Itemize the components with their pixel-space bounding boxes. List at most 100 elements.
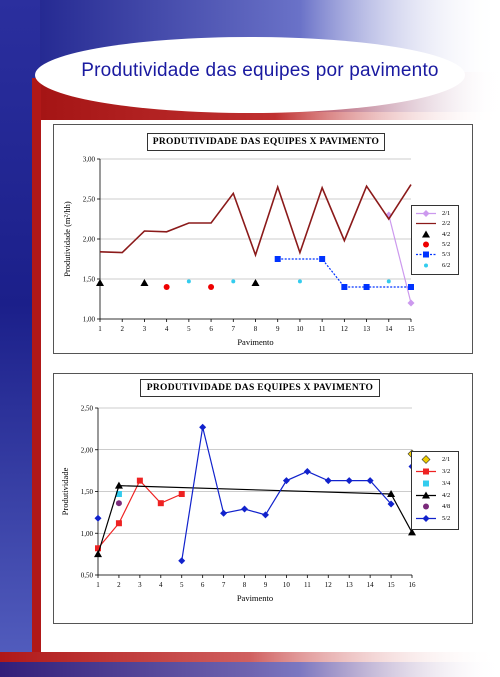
legend-item: 5/2 bbox=[412, 514, 458, 524]
y-tick-label: 2,50 bbox=[81, 405, 94, 413]
x-tick-label: 1 bbox=[96, 581, 100, 589]
legend-marker bbox=[423, 503, 429, 510]
legend-marker bbox=[423, 468, 429, 475]
legend-marker bbox=[423, 251, 429, 258]
data-point-3-2 bbox=[136, 477, 143, 484]
x-tick-label: 2 bbox=[120, 325, 124, 333]
legend-marker bbox=[422, 491, 430, 498]
legend-label: 4/8 bbox=[442, 503, 451, 511]
chart-top-legend: 2/1 2/2 4/2 5/2 5/3 6/2 bbox=[411, 205, 459, 275]
data-point-3-2 bbox=[157, 500, 164, 507]
data-point-3-2 bbox=[95, 545, 101, 552]
y-tick-label: 1,00 bbox=[81, 530, 94, 538]
x-tick-label: 16 bbox=[409, 581, 417, 589]
legend-label: 5/3 bbox=[442, 251, 451, 259]
legend-label: 3/4 bbox=[442, 479, 451, 487]
data-point-2-1 bbox=[407, 299, 415, 307]
legend-item: 6/2 bbox=[412, 261, 458, 271]
title-ellipse bbox=[35, 37, 465, 113]
x-tick-label: 10 bbox=[283, 581, 291, 589]
data-point-4-2 bbox=[408, 528, 416, 536]
legend-swatch bbox=[423, 480, 429, 487]
x-tick-label: 13 bbox=[346, 581, 354, 589]
x-tick-label: 10 bbox=[296, 325, 304, 333]
data-point-5-2 bbox=[208, 284, 215, 290]
x-tick-label: 8 bbox=[243, 581, 247, 589]
y-tick-label: 3,00 bbox=[83, 156, 96, 164]
data-point-5-2 bbox=[282, 477, 290, 485]
data-point-3-2 bbox=[178, 491, 185, 498]
legend-swatch bbox=[416, 515, 436, 523]
data-point-3-2 bbox=[115, 520, 122, 527]
x-tick-label: 9 bbox=[264, 581, 268, 589]
data-point-6-2 bbox=[386, 279, 391, 284]
x-tick-label: 6 bbox=[201, 581, 205, 589]
legend-item: 5/2 bbox=[412, 240, 458, 250]
legend-swatch bbox=[416, 491, 436, 498]
legend-marker bbox=[421, 455, 431, 464]
chart-bottom-legend: 2/1 3/2 3/4 4/2 4/8 5/2 bbox=[411, 451, 459, 530]
legend-swatch bbox=[423, 503, 429, 510]
y-tick-label: 2,50 bbox=[83, 196, 96, 204]
legend-marker bbox=[424, 263, 428, 268]
chart-panel-bottom: 0,50 1,00 1,50 2,00 2,50 1 2 3 4 5 6 7 8 9 10 11 12 13 14 1… bbox=[53, 373, 473, 624]
legend-marker bbox=[422, 515, 430, 523]
legend-item: 4/8 bbox=[412, 502, 458, 512]
x-tick-label: 3 bbox=[143, 325, 147, 333]
data-point-5-2 bbox=[366, 477, 374, 485]
data-point-5-2 bbox=[199, 423, 207, 431]
x-tick-label: 4 bbox=[165, 325, 169, 333]
x-tick-label: 15 bbox=[408, 325, 416, 333]
legend-label: 6/2 bbox=[442, 261, 451, 269]
legend-item: 5/3 bbox=[412, 250, 458, 260]
data-point-5-2 bbox=[178, 557, 186, 565]
x-tick-label: 12 bbox=[341, 325, 349, 333]
legend-swatch bbox=[423, 241, 429, 248]
data-point-5-3 bbox=[341, 284, 348, 290]
legend-marker bbox=[423, 480, 429, 487]
bottom-blue bbox=[0, 662, 500, 677]
y-tick-label: 0,50 bbox=[81, 572, 94, 580]
legend-marker bbox=[422, 230, 430, 238]
y-tick-label: 1,50 bbox=[81, 488, 94, 496]
data-point-5-3 bbox=[274, 256, 281, 262]
data-point-5-2 bbox=[241, 505, 249, 513]
legend-label: 4/2 bbox=[442, 491, 451, 499]
data-point-5-2 bbox=[324, 477, 332, 485]
x-tick-label: 11 bbox=[319, 325, 326, 333]
series-line-5-2 bbox=[181, 427, 392, 561]
data-point-5-2 bbox=[94, 514, 102, 522]
data-point-5-3 bbox=[408, 284, 414, 290]
data-point-5-2 bbox=[345, 477, 353, 485]
legend-swatch bbox=[416, 210, 436, 217]
data-point-6-2 bbox=[186, 279, 191, 284]
data-point-5-3 bbox=[319, 256, 326, 262]
data-point-6-2 bbox=[297, 279, 302, 284]
x-tick-label: 12 bbox=[325, 581, 333, 589]
legend-swatch bbox=[416, 468, 436, 475]
data-point-5-2 bbox=[261, 511, 269, 519]
legend-item: 2/2 bbox=[412, 219, 458, 229]
y-axis-label: Produtividade bbox=[60, 467, 70, 515]
y-tick-label: 1,50 bbox=[83, 276, 96, 284]
x-tick-label: 3 bbox=[138, 581, 142, 589]
x-tick-label: 6 bbox=[209, 325, 213, 333]
chart-bottom-title: PRODUTIVIDADE DAS EQUIPES X PAVIMENTO bbox=[140, 379, 380, 397]
legend-label: 5/2 bbox=[442, 515, 451, 523]
x-axis-label: Pavimento bbox=[237, 337, 273, 347]
legend-label: 2/1 bbox=[442, 456, 451, 463]
legend-label: 5/2 bbox=[442, 241, 451, 248]
legend-label: 2/1 bbox=[442, 210, 451, 217]
series-line-5-3 bbox=[277, 258, 411, 288]
legend-item: 3/2 bbox=[412, 467, 458, 477]
y-tick-label: 2,00 bbox=[83, 236, 96, 244]
legend-item: 3/4 bbox=[412, 479, 458, 489]
legend-item: 2/1 bbox=[412, 455, 458, 465]
chart-top-plot: 1,001,502,002,503,001 2 3 4 5 6 7 8 9 10 11 12 13 14 1… bbox=[62, 156, 416, 348]
data-point-4-2 bbox=[140, 279, 149, 286]
legend-item: 2/1 bbox=[412, 209, 458, 219]
x-tick-label: 8 bbox=[254, 325, 258, 333]
legend-swatch bbox=[416, 251, 436, 258]
x-tick-label: 13 bbox=[363, 325, 371, 333]
